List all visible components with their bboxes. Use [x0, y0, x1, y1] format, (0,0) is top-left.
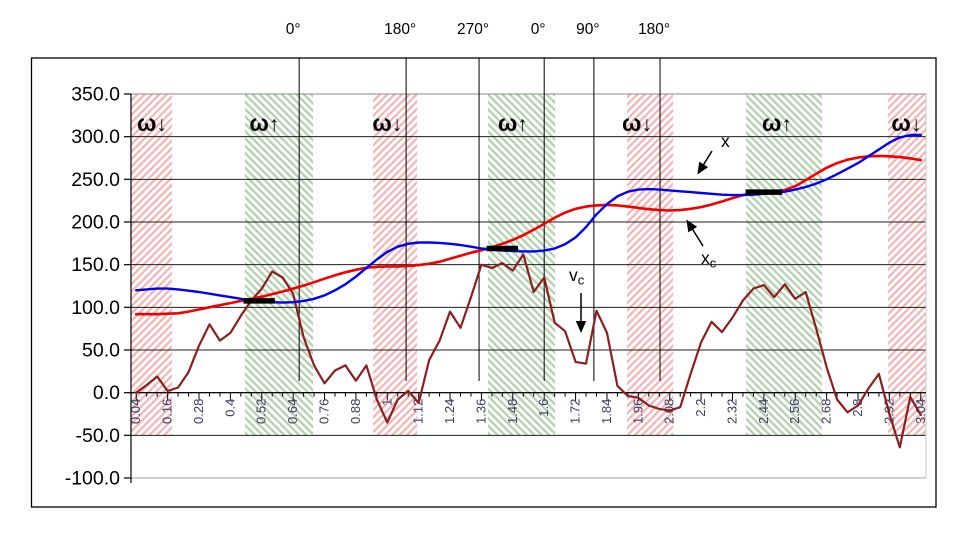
x-tick-label: 1.72 — [568, 399, 583, 424]
omega-label: ω↓ — [622, 110, 652, 136]
x-tick-label: 1 — [379, 399, 394, 406]
axes-layer — [124, 93, 927, 483]
phase-angle-label: 90° — [576, 21, 599, 38]
phase-angle-label: 180° — [638, 21, 670, 38]
x-tick-label: 2.44 — [756, 399, 771, 424]
x-tick-label: 0.16 — [160, 399, 175, 424]
x-tick-label: 2.68 — [819, 399, 834, 424]
y-tick-label: 50.0 — [82, 340, 120, 362]
x-tick-label: 0.28 — [191, 399, 206, 424]
x-tick-label: 0.4 — [222, 399, 237, 417]
omega-label: ω↑ — [498, 110, 528, 136]
x-tick-label: 0.88 — [348, 399, 363, 424]
x-tick-label: 1.48 — [505, 399, 520, 424]
y-tick-label: 0.0 — [93, 382, 120, 404]
x-tick-label: 0.76 — [317, 399, 332, 424]
x-tick-label: 1.84 — [599, 399, 614, 424]
phase-angle-label: 270° — [457, 21, 489, 38]
y-tick-label: -100.0 — [65, 468, 120, 490]
x-tick-label: 2.32 — [724, 399, 739, 424]
y-axis-labels-layer: 350.0 300.0 250.0 200.0 150.0 100.0 50.0 0.0 -50… — [65, 84, 120, 490]
x-tick-label: 2.2 — [693, 399, 708, 417]
omega-label: ω↑ — [249, 110, 279, 136]
y-tick-label: 300.0 — [71, 126, 120, 148]
phase-angle-label: 0° — [531, 21, 546, 38]
omega-label: ω↓ — [891, 110, 921, 136]
annotation-arrow-xc — [686, 219, 704, 247]
x-tick-label: 1.24 — [442, 399, 457, 424]
y-tick-label: 200.0 — [71, 212, 120, 234]
x-tick-label: 2.56 — [787, 399, 802, 424]
x-tick-label: 0.64 — [285, 399, 300, 424]
series-line-x_c — [134, 154, 923, 316]
gridlines-layer — [131, 93, 926, 479]
annotations-layer: x xc vc — [243, 131, 783, 333]
annotation-label-x: x — [721, 131, 730, 151]
x-tick-label: 1.36 — [473, 399, 488, 424]
x-tick-label: 0.04 — [128, 399, 143, 424]
x-axis-labels-layer: 0.04 0.16 0.28 0.4 0.52 0.64 0.76 0.88 1 1.12 1.24… — [128, 399, 928, 424]
y-tick-label: -50.0 — [76, 425, 121, 447]
omega-label: ω↓ — [372, 110, 402, 136]
omega-label: ω↓ — [137, 110, 167, 136]
x-tick-label: 0.52 — [254, 399, 269, 424]
x-tick-label: 2.8 — [850, 399, 865, 417]
omega-labels-layer: ω↓ ω↑ ω↓ ω↑ ω↓ ω↑ ω↓ — [137, 110, 921, 136]
annotation-label-xc: xc — [701, 248, 717, 271]
y-tick-label: 150.0 — [71, 254, 120, 276]
x-tick-label: 1.12 — [411, 399, 426, 424]
x-tick-label: 1.96 — [630, 399, 645, 424]
omega-label: ω↑ — [762, 110, 792, 136]
series-line-v_c — [135, 253, 922, 449]
x-tick-label: 1.6 — [536, 399, 551, 417]
y-tick-label: 250.0 — [71, 169, 120, 191]
x-tick-label: 3.04 — [913, 399, 928, 424]
y-tick-label: 350.0 — [71, 84, 120, 106]
annotation-arrow-x — [697, 150, 713, 175]
annotation-label-vc: vc — [569, 265, 585, 288]
phase-angle-label: 0° — [286, 21, 301, 38]
y-tick-label: 100.0 — [71, 297, 120, 319]
phase-angle-label: 180° — [384, 21, 416, 38]
phase-lines-layer: 0° 180° 270° 0° 90° 180° — [286, 21, 670, 381]
